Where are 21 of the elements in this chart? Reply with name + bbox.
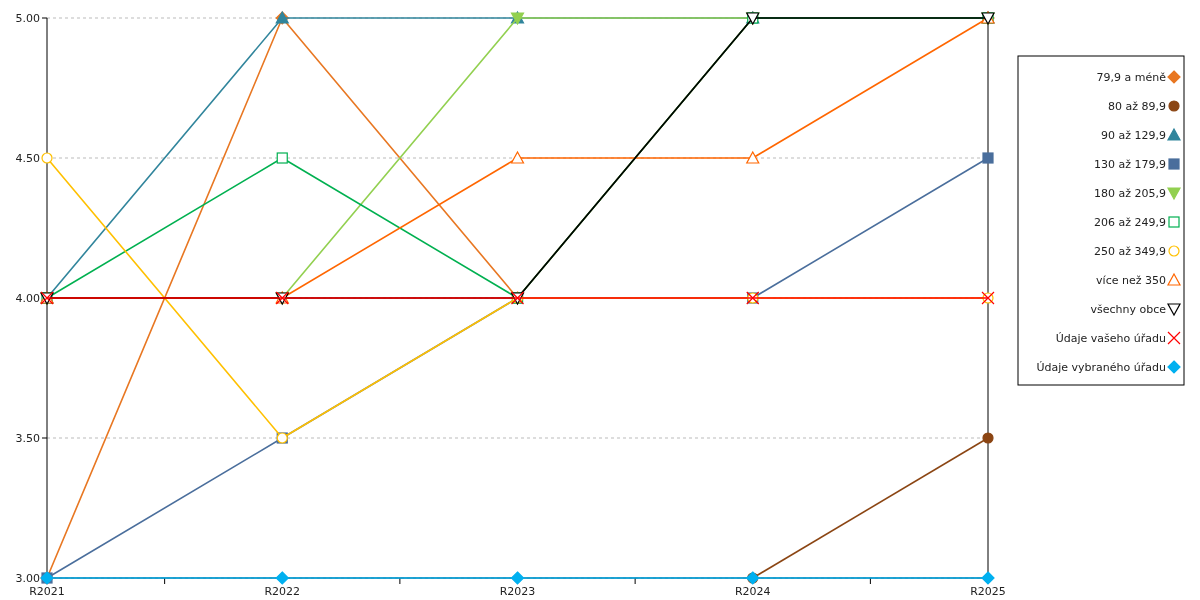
y-tick-label: 4.00 [15, 291, 40, 305]
legend-label: 79,9 a méně [1096, 70, 1167, 84]
legend-label: Údaje vašeho úřadu [1055, 331, 1166, 345]
legend-label: 90 až 129,9 [1101, 128, 1166, 142]
x-tick-label: R2024 [734, 585, 771, 598]
x-tick-label: R2022 [264, 585, 301, 598]
y-tick-label: 5.00 [15, 11, 40, 25]
legend-label: 130 až 179,9 [1094, 157, 1166, 171]
legend-label: 180 až 205,9 [1094, 186, 1166, 200]
legend-label: více než 350 [1096, 273, 1166, 287]
y-tick-label: 4.50 [15, 151, 40, 165]
x-tick-label: R2025 [970, 585, 1006, 598]
legend-label: Údaje vybraného úřadu [1036, 360, 1166, 374]
x-tick-label: R2023 [499, 585, 536, 598]
y-tick-label: 3.50 [15, 431, 40, 445]
x-tick-label: R2021 [29, 585, 65, 598]
legend-label: 250 až 349,9 [1094, 244, 1166, 258]
legend-label: 206 až 249,9 [1094, 215, 1166, 229]
legend-label: 80 až 89,9 [1108, 99, 1166, 113]
legend-label: všechny obce [1090, 302, 1167, 316]
y-tick-label: 3.00 [15, 571, 40, 585]
